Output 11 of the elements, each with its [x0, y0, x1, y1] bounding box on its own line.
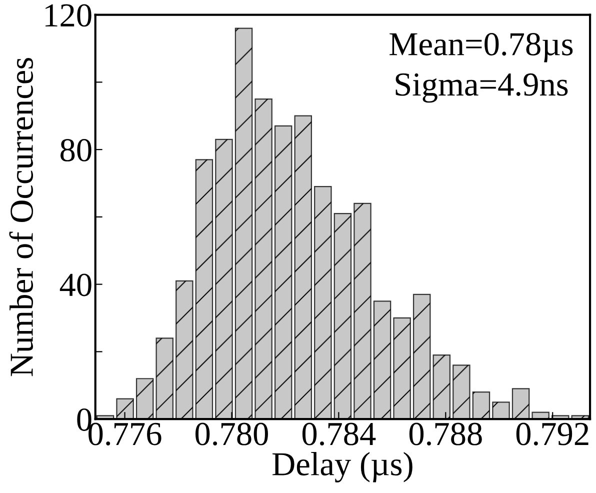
x-axis-title: Delay (µs): [272, 452, 412, 482]
x-tick-label: 0.792: [516, 422, 588, 446]
x-tick-label: 0.788: [409, 422, 482, 446]
annotation: Sigma=4.9ns: [396, 73, 568, 103]
y-tick-label: 120: [46, 4, 92, 27]
y-tick-label: 80: [60, 138, 92, 162]
x-tick-label: 0.784: [302, 422, 376, 446]
x-tick-label: 0.780: [196, 422, 268, 446]
annotation: Mean=0.78µs: [390, 32, 573, 62]
y-axis-title: Number of Occurrences: [9, 58, 34, 376]
y-tick-label: 40: [60, 274, 92, 296]
